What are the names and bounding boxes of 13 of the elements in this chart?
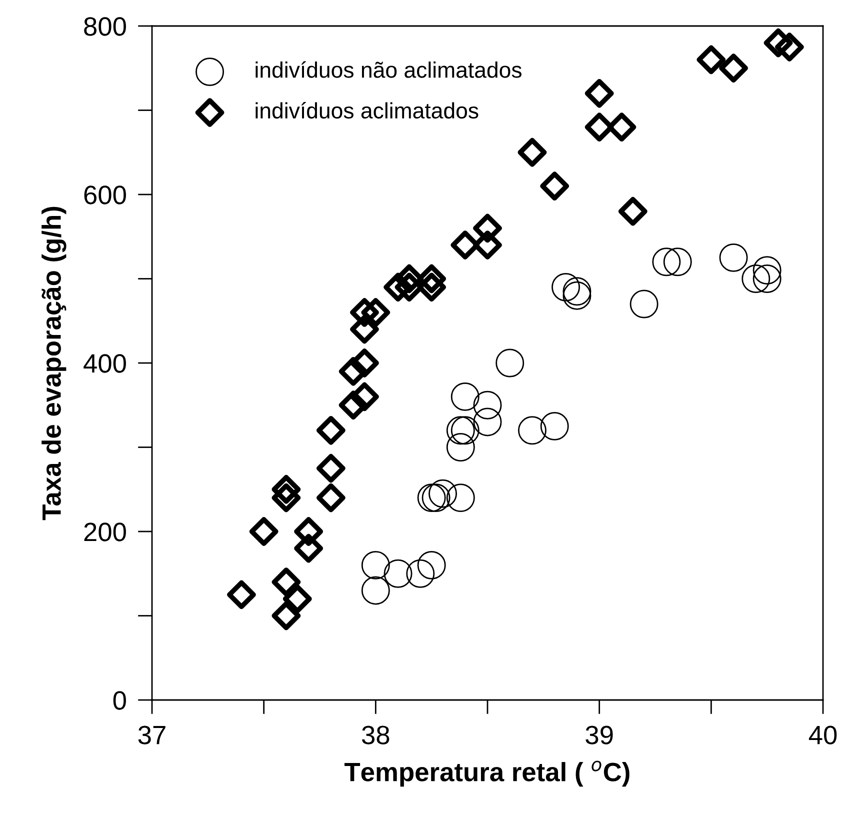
x-axis-title: Temperatura retal ( $^{o}$C) [344, 760, 630, 787]
y-axis-title: Taxa de evaporação (g/h) [42, 206, 66, 520]
x-tick-label: 37 [138, 726, 166, 744]
legend-label: indivíduos não aclimatados [256, 61, 522, 78]
y-tick-label: 600 [84, 186, 126, 204]
y-tick-label: 400 [84, 354, 126, 373]
x-tick-label: 40 [808, 726, 837, 744]
y-tick-label: 200 [84, 522, 126, 542]
legend-label: indivíduos aclimatados [256, 102, 478, 119]
x-tick-label: 38 [362, 726, 390, 744]
y-tick-label: 0 [113, 691, 126, 710]
y-tick-label: 800 [84, 17, 126, 36]
x-tick-label: 39 [586, 726, 613, 744]
